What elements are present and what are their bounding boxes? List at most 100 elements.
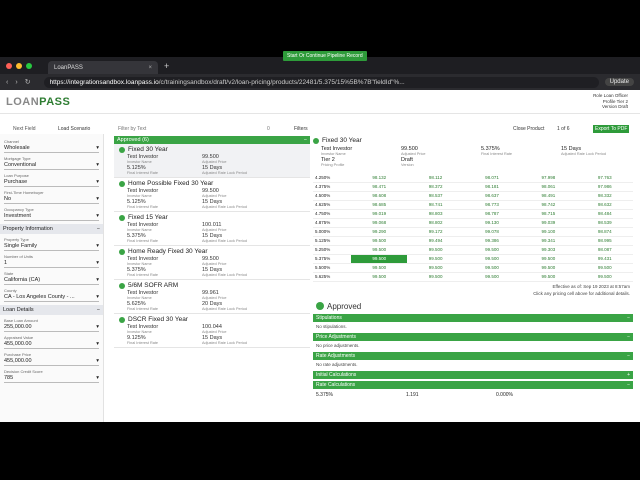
price-cell[interactable]: 98.685 [351,200,408,210]
price-cell[interactable]: 97.998 [520,173,577,183]
price-cell[interactable]: 98.608 [351,191,408,201]
price-cell[interactable]: 98.181 [463,182,521,192]
product-item[interactable]: 5/6M SOFR ARM Test Investor 99.961 Investor… [114,280,310,314]
section-property-information[interactable]: Property Information − [0,224,103,234]
price-cell[interactable]: 98.995 [576,236,633,246]
price-cell[interactable]: 99.290 [351,227,408,237]
price-cell[interactable]: 99.500 [463,245,521,255]
section-bar[interactable]: Stipulations − [313,313,633,322]
price-cell[interactable]: 99.078 [463,227,521,237]
price-cell[interactable]: 99.039 [520,218,577,228]
forward-icon[interactable]: › [15,78,18,86]
section-bar[interactable]: Price Adjustments − [313,332,633,341]
field-select[interactable]: Conventional ▾ [4,161,99,170]
price-cell[interactable]: 98.132 [351,173,408,183]
price-cell[interactable]: 99.500 [463,272,521,282]
field-select[interactable]: California (CA) ▾ [4,276,99,285]
section-bar[interactable]: Initial Calculations + [313,370,633,379]
close-window-icon[interactable] [6,62,12,69]
field-select[interactable]: Wholesale ▾ [4,144,99,153]
price-cell[interactable]: 99.500 [351,254,408,264]
price-cell[interactable]: 99.500 [407,272,464,282]
price-cell[interactable]: 98.537 [407,191,464,201]
price-cell[interactable]: 99.130 [463,218,521,228]
field-select[interactable]: No ▾ [4,195,99,204]
collapse-icon[interactable]: − [627,352,630,359]
field-select[interactable]: 1 ▾ [4,259,99,268]
price-cell[interactable]: 98.637 [463,191,521,201]
price-cell[interactable]: 99.172 [407,227,464,237]
field-select[interactable]: Purchase ▾ [4,178,99,187]
new-tab-icon[interactable]: + [164,60,170,71]
price-cell[interactable]: 98.874 [576,227,633,237]
price-cell[interactable]: 99.500 [407,245,464,255]
minimize-window-icon[interactable] [16,62,22,69]
price-cell[interactable]: 99.500 [351,245,408,255]
section-bar[interactable]: Rate Calculations − [313,380,633,389]
zoom-window-icon[interactable] [26,62,32,69]
price-cell[interactable]: 98.087 [576,245,633,255]
price-cell[interactable]: 99.500 [520,272,577,282]
price-cell[interactable]: 98.061 [520,182,577,192]
filter-input[interactable]: Filter by Text [118,126,147,132]
price-cell[interactable]: 98.112 [407,173,464,183]
reload-icon[interactable]: ↻ [24,79,31,86]
field-select[interactable]: 785 ▾ [4,374,99,383]
field-select[interactable]: Investment ▾ [4,212,99,221]
next-field-button[interactable]: Next Field [13,126,36,132]
price-cell[interactable]: 97.986 [576,182,633,192]
close-tab-icon[interactable]: × [148,64,152,71]
approved-header[interactable]: Approved (6) − [114,136,310,144]
product-item[interactable]: Fixed 30 Year Test Investor 99.500 Investor… [114,144,310,178]
expand-icon[interactable]: + [627,371,630,378]
price-cell[interactable]: 99.068 [351,218,408,228]
price-cell[interactable]: 98.539 [576,218,633,228]
price-cell[interactable]: 99.494 [407,236,464,246]
price-cell[interactable]: 99.500 [351,272,408,282]
collapse-icon[interactable]: − [96,226,100,232]
pipeline-button[interactable]: Start Or Continue Pipeline Record [283,51,367,61]
export-pdf-button[interactable]: Export To PDF [593,125,630,133]
price-cell[interactable]: 99.431 [576,254,633,264]
price-cell[interactable]: 98.332 [576,191,633,201]
price-cell[interactable]: 98.803 [407,209,464,219]
price-cell[interactable]: 98.484 [576,209,633,219]
field-select[interactable]: 455,000.00 ▾ [4,340,99,349]
price-cell[interactable]: 98.773 [463,200,521,210]
price-cell[interactable]: 98.715 [520,209,577,219]
price-cell[interactable]: 99.500 [520,254,577,264]
collapse-icon[interactable]: − [627,314,630,321]
close-product-button[interactable]: Close Product [513,126,545,132]
price-cell[interactable]: 98.372 [407,182,464,192]
price-cell[interactable]: 99.500 [407,254,464,264]
field-select[interactable]: 255,000.00 ▾ [4,323,99,332]
price-cell[interactable]: 98.471 [351,182,408,192]
product-item[interactable]: Home Possible Fixed 30 Year Test Investor… [114,178,310,212]
price-cell[interactable]: 99.500 [576,263,633,273]
field-select[interactable]: CA - Los Angeles County - ... ▾ [4,293,99,302]
section-bar[interactable]: Rate Adjustments − [313,351,633,360]
price-cell[interactable]: 99.500 [351,263,408,273]
product-item[interactable]: DSCR Fixed 30 Year Test Investor 100.044 In… [114,314,310,348]
price-cell[interactable]: 99.500 [407,263,464,273]
price-cell[interactable]: 99.500 [576,272,633,282]
price-cell[interactable]: 98.742 [520,200,577,210]
price-cell[interactable]: 99.341 [520,236,577,246]
collapse-icon[interactable]: − [627,381,630,388]
price-cell[interactable]: 99.303 [520,245,577,255]
product-item[interactable]: Home Ready Fixed 30 Year Test Investor 99.… [114,246,310,280]
address-bar[interactable]: https://integrationsandbox.loanpass.io/c… [43,76,599,88]
price-cell[interactable]: 99.500 [463,263,521,273]
collapse-icon[interactable]: − [303,137,307,143]
price-cell[interactable]: 98.802 [407,218,464,228]
price-cell[interactable]: 98.787 [463,209,521,219]
update-button[interactable]: Update [604,78,634,86]
price-cell[interactable]: 98.741 [407,200,464,210]
product-item[interactable]: Fixed 15 Year Test Investor 100.011 Investo… [114,212,310,246]
collapse-icon[interactable]: − [627,333,630,340]
price-cell[interactable]: 99.500 [463,254,521,264]
price-cell[interactable]: 99.386 [463,236,521,246]
browser-tab[interactable]: LoanPASS × [48,61,158,74]
load-scenario-button[interactable]: Load Scenario [58,126,91,132]
price-cell[interactable]: 99.100 [520,227,577,237]
